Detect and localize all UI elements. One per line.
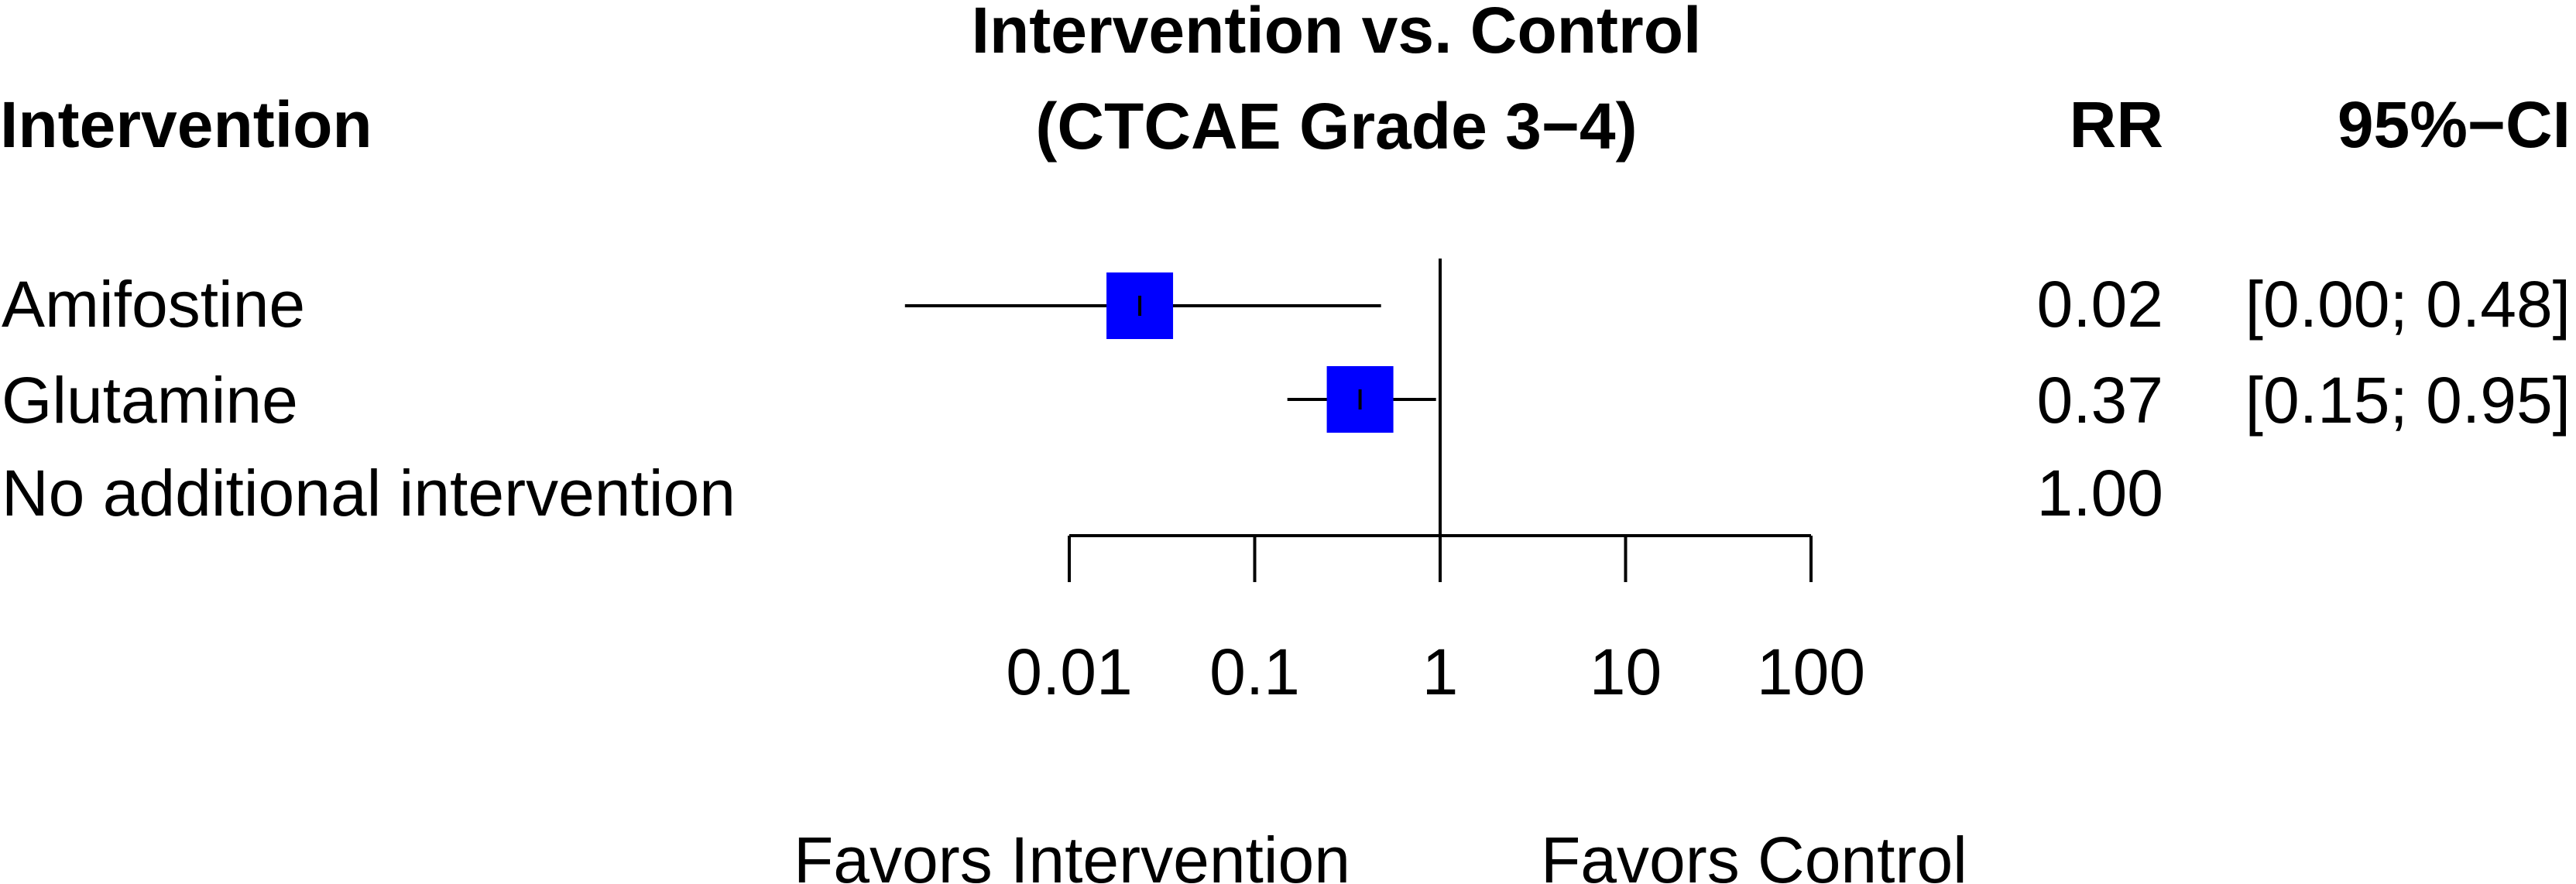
chart-title-line2: (CTCAE Grade 3−4): [1035, 90, 1637, 163]
favors-intervention-label: Favors Intervention: [794, 824, 1350, 884]
column-header-intervention: Intervention: [0, 88, 372, 161]
rr-value-amifostine: 0.02: [2037, 268, 2164, 341]
x-tick-label: 0.1: [1209, 636, 1300, 708]
row-label-glutamine: Glutamine: [2, 364, 298, 437]
rr-value-no-additional: 1.00: [2037, 457, 2164, 529]
row-label-amifostine: Amifostine: [2, 268, 305, 341]
ci-value-amifostine: [0.00; 0.48]: [2245, 268, 2571, 341]
chart-title-line1: Intervention vs. Control: [972, 0, 1702, 67]
ci-value-glutamine: [0.15; 0.95]: [2245, 364, 2571, 437]
x-tick-label: 1: [1422, 636, 1459, 708]
column-header-rr: RR: [2070, 88, 2163, 161]
rr-value-glutamine: 0.37: [2037, 364, 2164, 437]
x-tick-label: 10: [1590, 636, 1662, 708]
favors-control-label: Favors Control: [1541, 824, 1967, 884]
row-label-no-additional: No additional intervention: [2, 457, 736, 529]
plot-marks: 0.01 0.1 1 10 100: [904, 259, 1865, 708]
column-header-ci: 95%−CI: [2338, 88, 2571, 161]
x-tick-label: 0.01: [1006, 636, 1133, 708]
x-tick-label: 100: [1757, 636, 1865, 708]
